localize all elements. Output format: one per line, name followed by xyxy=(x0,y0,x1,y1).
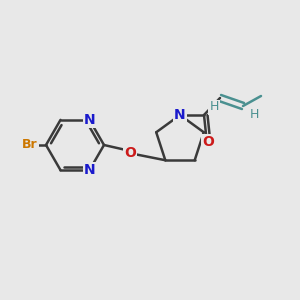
Text: N: N xyxy=(84,163,95,177)
Text: O: O xyxy=(124,146,136,160)
Text: H: H xyxy=(209,100,219,113)
Text: N: N xyxy=(84,113,95,127)
Text: Br: Br xyxy=(22,139,38,152)
Text: O: O xyxy=(202,135,214,149)
Text: N: N xyxy=(174,108,186,122)
Text: H: H xyxy=(249,107,259,121)
